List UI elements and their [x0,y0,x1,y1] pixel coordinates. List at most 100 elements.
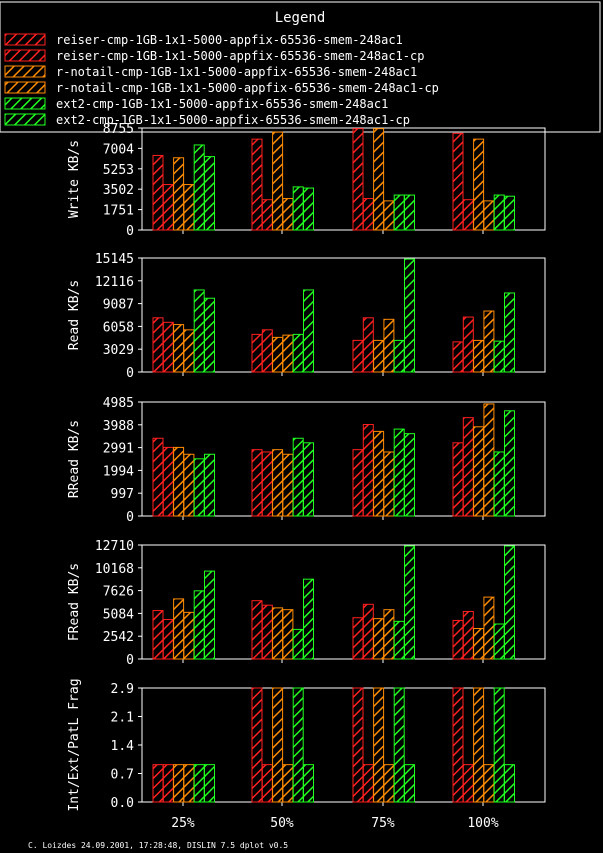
chart-panel: 0 3029 6058 9087 12116 15145 Read KB/s [67,252,546,381]
bar [292,628,304,660]
legend-swatch [4,49,46,62]
bar [204,156,215,231]
bar [173,598,185,660]
bar [204,453,215,517]
legend-entry-label: ext2-cmp-1GB-1x1-5000-appfix-65536-smem-… [56,113,410,127]
bar [404,764,415,803]
bar [483,200,495,231]
bar [152,437,164,517]
y-tick-label: 15145 [95,252,134,267]
bar [504,410,515,517]
bar [383,451,395,517]
bar [193,144,205,231]
x-category-label: 75% [371,816,395,831]
bar [303,289,314,373]
y-tick-label: 0 [126,653,134,668]
bar [251,449,263,517]
y-tick-label: 9087 [103,298,134,313]
legend-entry-label: reiser-cmp-1GB-1x1-5000-appfix-65536-sme… [56,49,424,63]
y-tick-label: 1.4 [111,739,135,754]
bar [373,618,385,660]
bar [152,154,164,231]
bar [452,132,464,231]
bar [173,446,185,517]
plot-frame [141,257,546,373]
y-tick-label: 10168 [95,562,134,577]
bar [272,131,284,231]
bar [473,687,485,803]
bar [303,764,314,803]
y-tick-label: 5253 [103,163,134,178]
y-tick-label: 0 [126,224,134,239]
bar [204,297,215,373]
bar [393,194,405,231]
bar [292,186,304,231]
y-tick-label: 0.0 [111,796,134,811]
y-tick-label: 997 [111,487,134,502]
legend-swatch [4,65,46,78]
bar [162,619,174,660]
chart-panel: 0 997 1994 2991 3988 4985 RRead KB/s [67,396,546,525]
bar [462,610,474,660]
bar [183,184,195,231]
y-tick-label: 5084 [103,607,134,622]
bar [251,333,263,373]
y-tick-label: 12116 [95,275,134,290]
bar [352,617,364,660]
legend-swatch [4,81,46,94]
y-axis-label: FRead KB/s [67,563,82,641]
bar [282,609,294,660]
bar [404,194,415,231]
y-tick-label: 3029 [103,343,134,358]
legend-swatch [4,113,46,126]
bar [493,194,505,231]
bar [272,607,284,660]
bar [462,764,474,803]
bar [352,128,364,231]
bar [193,289,205,373]
y-tick-label: 1994 [103,464,134,479]
bar [152,610,164,660]
y-tick-label: 2.9 [111,682,134,697]
bar [162,764,174,803]
y-tick-label: 7626 [103,585,134,600]
bar [452,687,464,803]
y-tick-label: 8755 [103,122,134,137]
bar [462,199,474,231]
bar [251,687,263,803]
bar [183,329,195,373]
bar [383,609,395,660]
bar [373,687,385,803]
plot-frame [141,401,546,517]
bar [404,433,415,517]
legend: Legend reiser-cmp-1GB-1x1-5000-appfix-65… [0,1,601,133]
y-tick-label: 3988 [103,419,134,434]
bar [352,339,364,373]
bar [373,128,385,231]
bar [162,446,174,517]
y-tick-label: 6058 [103,320,134,335]
bar [204,570,215,660]
bar [272,336,284,373]
legend-entry-label: ext2-cmp-1GB-1x1-5000-appfix-65536-smem-… [56,97,388,111]
bar [393,428,405,517]
y-tick-label: 7004 [103,142,134,157]
y-tick-label: 3502 [103,183,134,198]
bar [504,545,515,660]
bar [272,687,284,803]
bar [193,764,205,803]
x-category-label: 100% [467,816,498,831]
bar [452,619,464,660]
y-tick-label: 2.1 [111,711,134,726]
y-tick-label: 2991 [103,442,134,457]
bar [452,442,464,517]
y-tick-label: 1751 [103,204,134,219]
y-axis-label: RRead KB/s [67,420,82,498]
bar [362,603,374,660]
bar [493,451,505,517]
bar [393,339,405,373]
y-tick-label: 0.7 [111,768,134,783]
bar [393,620,405,660]
bar [473,628,485,660]
bar [261,604,273,660]
